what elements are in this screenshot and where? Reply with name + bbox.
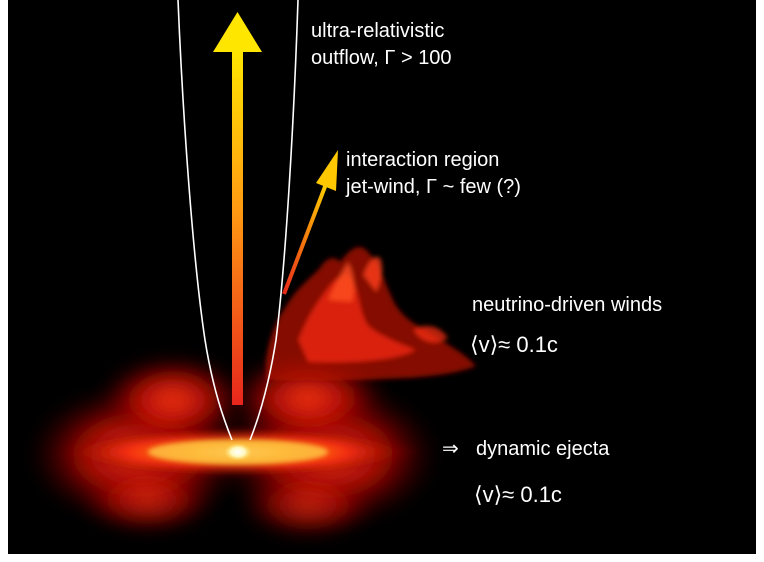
winds-title: neutrino-driven winds xyxy=(472,294,663,316)
interaction-label-line1: interaction region xyxy=(346,149,500,171)
diagram-svg xyxy=(28,0,476,540)
outflow-arrow xyxy=(213,12,262,405)
outflow-label-line2: outflow, Γ > 100 xyxy=(311,47,452,69)
ejecta-velocity: ⟨v⟩≈ 0.1c xyxy=(474,482,562,507)
interaction-arrow xyxy=(282,150,338,295)
simulation-panel xyxy=(8,0,756,554)
ejecta-title: dynamic ejecta xyxy=(476,438,610,460)
jet-cone-boundary xyxy=(177,0,299,441)
interaction-label-line2: jet-wind, Γ ~ few (?) xyxy=(346,176,521,198)
central-remnant xyxy=(224,443,252,461)
outflow-label-line1: ultra-relativistic xyxy=(311,20,445,42)
winds-velocity: ⟨v⟩≈ 0.1c xyxy=(470,332,558,357)
ejecta-arrow-symbol: ⇒ xyxy=(442,438,459,460)
neutrino-winds-plume xyxy=(266,246,476,381)
